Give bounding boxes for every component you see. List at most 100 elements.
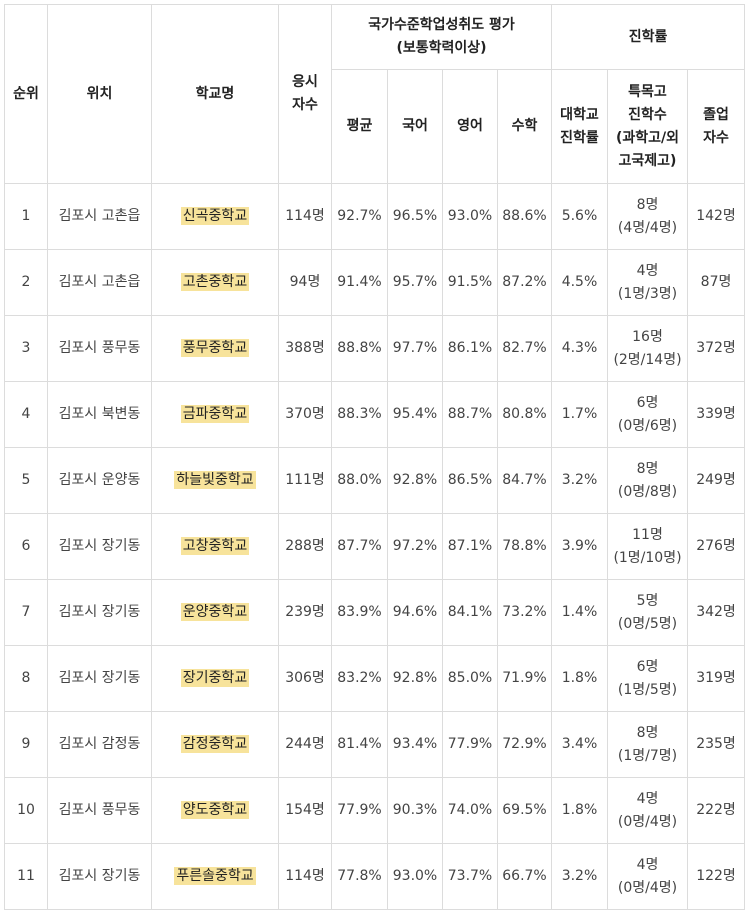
special-school-total: 4명 [636, 262, 659, 279]
header-graduates: 졸업 자수 [686, 69, 746, 184]
special-school-detail: (1명/7명) [617, 747, 678, 764]
cell-rank: 1 [4, 183, 48, 250]
cell-special-school: 5명 (0명/5명) [607, 579, 688, 646]
school-ranking-table: 순위 위치 학교명 응시 자수 국가수준학업성취도 평가 (보통학력이상) 진학… [4, 4, 746, 910]
cell-special-school: 16명 (2명/14명) [607, 315, 688, 382]
header-examinees: 응시 자수 [278, 4, 332, 184]
header-examinees-line2: 자수 [292, 97, 318, 113]
cell-avg: 81.4% [331, 711, 388, 778]
cell-special-school: 4명 (0명/4명) [607, 777, 688, 844]
cell-graduates: 222명 [686, 777, 746, 844]
cell-english: 88.7% [442, 381, 498, 448]
header-special-school: 특목고 진학수 (과학고/외 고국제고) [607, 69, 688, 184]
cell-korean: 93.0% [387, 843, 443, 910]
cell-korean: 95.7% [387, 249, 443, 316]
cell-location: 김포시 고촌읍 [47, 249, 152, 316]
cell-korean: 90.3% [387, 777, 443, 844]
school-name-highlight: 고촌중학교 [180, 273, 250, 291]
cell-math: 88.6% [497, 183, 552, 250]
cell-avg: 88.3% [331, 381, 388, 448]
special-school-total: 11명 [632, 526, 663, 543]
cell-special-school: 6명 (0명/6명) [607, 381, 688, 448]
cell-math: 78.8% [497, 513, 552, 580]
cell-avg: 92.7% [331, 183, 388, 250]
cell-graduates: 342명 [686, 579, 746, 646]
table-row: 3 김포시 풍무동 풍무중학교 388명 88.8% 97.7% 86.1% 82.7% 4.3… [4, 315, 746, 382]
cell-univ-rate: 1.8% [551, 645, 608, 712]
cell-rank: 7 [4, 579, 48, 646]
cell-location: 김포시 운양동 [47, 447, 152, 514]
cell-graduates: 87명 [686, 249, 746, 316]
cell-special-school: 8명 (4명/4명) [607, 183, 688, 250]
cell-school: 금파중학교 [151, 381, 279, 448]
cell-rank: 4 [4, 381, 48, 448]
cell-math: 84.7% [497, 447, 552, 514]
cell-math: 73.2% [497, 579, 552, 646]
special-school-total: 4명 [636, 856, 659, 873]
special-school-detail: (0명/4명) [617, 813, 678, 830]
cell-school: 양도중학교 [151, 777, 279, 844]
cell-location: 김포시 장기동 [47, 513, 152, 580]
cell-english: 86.5% [442, 447, 498, 514]
header-special-line3: (과학고/외 [615, 129, 680, 146]
cell-examinees: 388명 [278, 315, 332, 382]
cell-examinees: 111명 [278, 447, 332, 514]
cell-math: 80.8% [497, 381, 552, 448]
cell-special-school: 4명 (0명/4명) [607, 843, 688, 910]
cell-english: 73.7% [442, 843, 498, 910]
header-grad-line2: 자수 [703, 129, 729, 146]
header-univ-line2: 진학률 [560, 129, 599, 146]
cell-graduates: 372명 [686, 315, 746, 382]
cell-avg: 77.8% [331, 843, 388, 910]
cell-examinees: 114명 [278, 183, 332, 250]
cell-univ-rate: 3.9% [551, 513, 608, 580]
header-special-line1: 특목고 [628, 83, 667, 100]
table-row: 8 김포시 장기동 장기중학교 306명 83.2% 92.8% 85.0% 71.9% 1.8… [4, 645, 746, 712]
cell-special-school: 4명 (1명/3명) [607, 249, 688, 316]
school-name-highlight: 고창중학교 [180, 537, 250, 555]
cell-school: 풍무중학교 [151, 315, 279, 382]
cell-korean: 92.8% [387, 447, 443, 514]
cell-special-school: 6명 (1명/5명) [607, 645, 688, 712]
cell-rank: 3 [4, 315, 48, 382]
table-row: 11 김포시 장기동 푸른솔중학교 114명 77.8% 93.0% 73.7% 66.7% 3… [4, 843, 746, 910]
header-english: 영어 [442, 69, 498, 184]
header-rank: 순위 [4, 4, 48, 184]
header-avg: 평균 [331, 69, 388, 184]
cell-rank: 11 [4, 843, 48, 910]
cell-school: 운양중학교 [151, 579, 279, 646]
cell-math: 82.7% [497, 315, 552, 382]
cell-english: 91.5% [442, 249, 498, 316]
table-row: 1 김포시 고촌읍 신곡중학교 114명 92.7% 96.5% 93.0% 88.6% 5.6… [4, 183, 746, 250]
school-name-highlight: 풍무중학교 [180, 339, 250, 357]
special-school-detail: (0명/6명) [617, 417, 678, 434]
table-row: 6 김포시 장기동 고창중학교 288명 87.7% 97.2% 87.1% 78.8% 3.9… [4, 513, 746, 580]
cell-math: 72.9% [497, 711, 552, 778]
cell-avg: 88.8% [331, 315, 388, 382]
cell-english: 86.1% [442, 315, 498, 382]
school-name-highlight: 하늘빛중학교 [174, 471, 256, 489]
special-school-detail: (0명/8명) [617, 483, 678, 500]
cell-univ-rate: 5.6% [551, 183, 608, 250]
special-school-total: 5명 [636, 592, 659, 609]
cell-korean: 97.2% [387, 513, 443, 580]
cell-korean: 96.5% [387, 183, 443, 250]
cell-rank: 10 [4, 777, 48, 844]
cell-graduates: 249명 [686, 447, 746, 514]
special-school-total: 16명 [632, 328, 663, 345]
header-school: 학교명 [151, 4, 279, 184]
cell-school: 하늘빛중학교 [151, 447, 279, 514]
table-row: 7 김포시 장기동 운양중학교 239명 83.9% 94.6% 84.1% 73.2% 1.4… [4, 579, 746, 646]
header-examinees-line1: 응시 [292, 74, 318, 90]
cell-univ-rate: 3.2% [551, 447, 608, 514]
cell-avg: 83.2% [331, 645, 388, 712]
cell-korean: 92.8% [387, 645, 443, 712]
school-name-highlight: 장기중학교 [180, 669, 250, 687]
header-special-line4: 고국제고) [618, 152, 677, 169]
cell-examinees: 370명 [278, 381, 332, 448]
cell-univ-rate: 1.7% [551, 381, 608, 448]
cell-graduates: 339명 [686, 381, 746, 448]
cell-graduates: 235명 [686, 711, 746, 778]
header-assessment-line1: 국가수준학업성취도 평가 [368, 17, 515, 33]
cell-school: 장기중학교 [151, 645, 279, 712]
